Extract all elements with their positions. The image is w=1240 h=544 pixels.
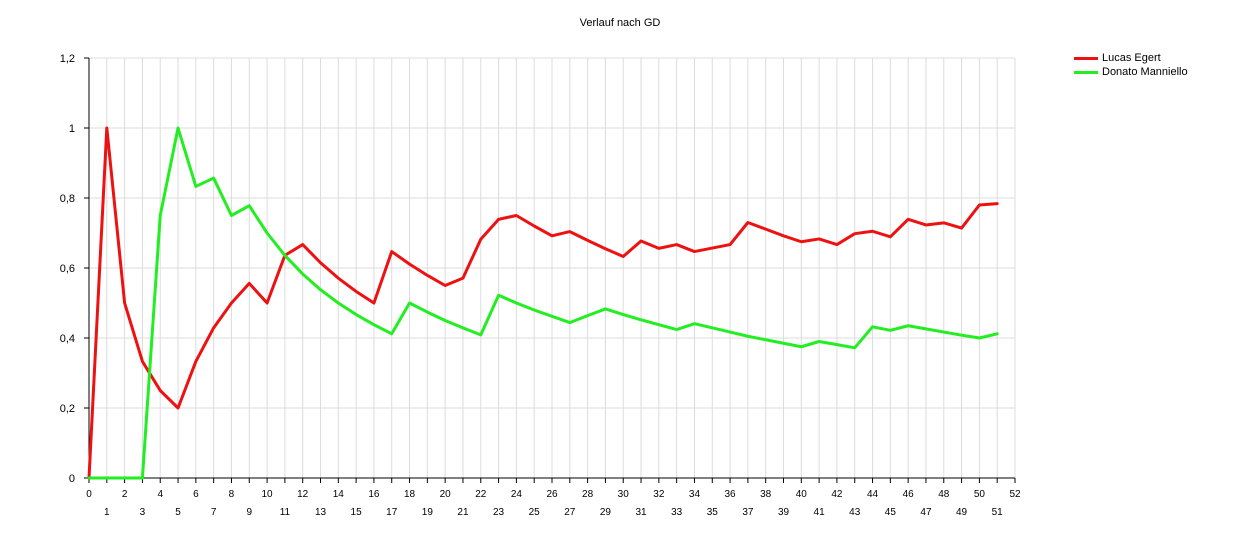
x-tick-label: 7: [211, 507, 217, 518]
series-line-1: [87, 126, 999, 480]
y-tick-label: 0,4: [60, 333, 75, 345]
x-tick-label: 51: [992, 507, 1004, 518]
x-tick-label: 35: [707, 507, 719, 518]
y-tick-label: 0,6: [60, 263, 75, 275]
x-tick-label: 22: [475, 489, 487, 500]
x-tick-label: 40: [796, 489, 808, 500]
x-tick-label: 18: [404, 489, 416, 500]
x-tick-label: 9: [246, 507, 252, 518]
legend-item-series-1: Lucas Egert: [1074, 51, 1188, 65]
y-tick-label: 0,8: [60, 193, 75, 205]
x-tick-label: 45: [885, 507, 897, 518]
series-lines: [87, 126, 999, 480]
x-tick-label: 48: [938, 489, 950, 500]
x-tick-label: 5: [175, 507, 181, 518]
x-tick-label: 13: [315, 507, 327, 518]
x-tick-label: 39: [778, 507, 790, 518]
x-tick-label: 50: [974, 489, 986, 500]
x-tick-label: 20: [440, 489, 452, 500]
x-tick-label: 28: [582, 489, 594, 500]
y-tick-label: 0,2: [60, 403, 75, 415]
x-tick-label: 26: [546, 489, 558, 500]
x-tick-label: 8: [229, 489, 235, 500]
x-tick-label: 19: [422, 507, 434, 518]
x-tick-label: 33: [671, 507, 683, 518]
legend-label: Donato Manniello: [1102, 66, 1188, 78]
legend-swatch: [1074, 70, 1098, 74]
x-tick-label: 38: [760, 489, 772, 500]
series-line-2: [87, 126, 999, 480]
chart-title: Verlauf nach GD: [579, 17, 661, 29]
x-tick-label: 25: [529, 507, 541, 518]
x-tick-label: 32: [653, 489, 665, 500]
x-tick-label: 15: [351, 507, 363, 518]
x-tick-label: 0: [86, 489, 92, 500]
x-tick-label: 11: [280, 507, 291, 518]
x-tick-label: 47: [920, 507, 932, 518]
x-tick-label: 31: [635, 507, 647, 518]
x-tick-label: 49: [956, 507, 968, 518]
gridlines: [89, 57, 1016, 478]
x-tick-label: 30: [618, 489, 630, 500]
x-tick-label: 41: [814, 507, 826, 518]
legend-item-series-2: Donato Manniello: [1074, 65, 1188, 79]
x-tick-label: 23: [493, 507, 505, 518]
x-tick-label: 52: [1009, 489, 1021, 500]
x-tick-label: 34: [689, 489, 701, 500]
legend: Lucas Egert Donato Manniello: [1074, 51, 1188, 79]
x-tick-label: 1: [104, 507, 110, 518]
legend-swatch: [1074, 56, 1098, 60]
x-tick-label: 2: [122, 489, 128, 500]
axes: [84, 57, 1016, 483]
x-tick-label: 29: [600, 507, 612, 518]
x-tick-label: 44: [867, 489, 879, 500]
x-tick-label: 21: [457, 507, 469, 518]
x-tick-label: 46: [903, 489, 915, 500]
x-tick-label: 3: [140, 507, 146, 518]
x-tick-label: 43: [849, 507, 861, 518]
x-tick-label: 4: [157, 489, 163, 500]
legend-label: Lucas Egert: [1102, 52, 1161, 64]
x-tick-label: 6: [193, 489, 199, 500]
y-tick-label: 0: [69, 473, 75, 485]
x-tick-label: 16: [368, 489, 380, 500]
x-tick-label: 27: [564, 507, 576, 518]
x-tick-label: 10: [262, 489, 274, 500]
tick-labels: 0123456789101112131415161718192021222324…: [60, 53, 1021, 518]
x-tick-label: 37: [742, 507, 754, 518]
x-tick-label: 36: [725, 489, 737, 500]
x-tick-label: 14: [333, 489, 345, 500]
y-tick-label: 1: [69, 123, 75, 135]
x-tick-label: 42: [831, 489, 843, 500]
x-tick-label: 24: [511, 489, 523, 500]
x-tick-label: 17: [386, 507, 398, 518]
x-tick-label: 12: [297, 489, 309, 500]
y-tick-label: 1,2: [60, 53, 75, 65]
